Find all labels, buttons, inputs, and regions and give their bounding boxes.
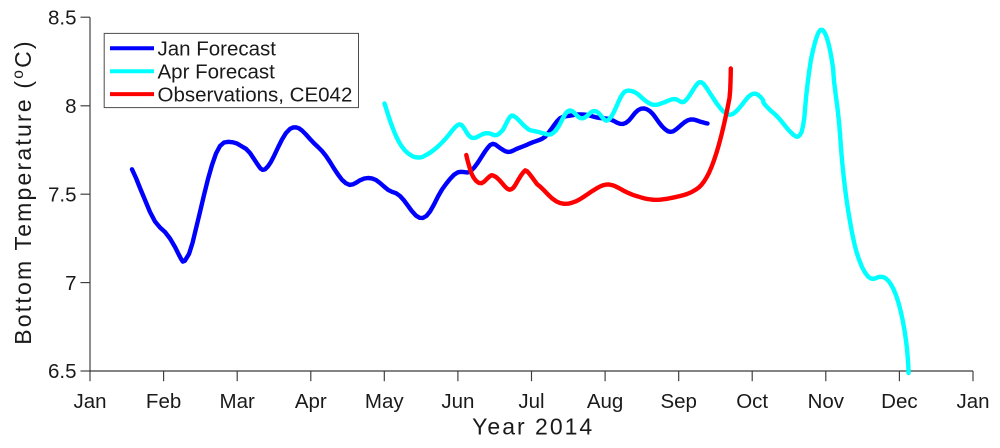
svg-text:7: 7	[65, 272, 76, 295]
svg-text:Jan: Jan	[956, 390, 989, 413]
svg-text:6.5: 6.5	[48, 360, 77, 383]
svg-text:Jan: Jan	[73, 390, 106, 413]
svg-text:Feb: Feb	[146, 390, 181, 413]
svg-text:Jan Forecast: Jan Forecast	[158, 38, 277, 61]
svg-text:Apr: Apr	[295, 390, 327, 413]
svg-text:Nov: Nov	[808, 390, 845, 413]
svg-text:Mar: Mar	[220, 390, 255, 413]
svg-text:8: 8	[65, 95, 76, 118]
svg-text:Dec: Dec	[881, 390, 917, 413]
svg-text:Observations, CE042: Observations, CE042	[158, 83, 353, 106]
svg-text:Sep: Sep	[660, 390, 696, 413]
svg-text:Jun: Jun	[441, 390, 474, 413]
svg-text:8.5: 8.5	[48, 6, 77, 29]
svg-text:Aug: Aug	[587, 390, 623, 413]
svg-text:Jul: Jul	[518, 390, 544, 413]
svg-text:Year 2014: Year 2014	[472, 414, 594, 440]
svg-text:Bottom Temperature (oC): Bottom Temperature (oC)	[10, 39, 36, 345]
svg-text:May: May	[365, 390, 404, 413]
svg-text:Oct: Oct	[736, 390, 768, 413]
svg-text:Apr Forecast: Apr Forecast	[158, 60, 276, 83]
svg-text:7.5: 7.5	[48, 183, 77, 206]
